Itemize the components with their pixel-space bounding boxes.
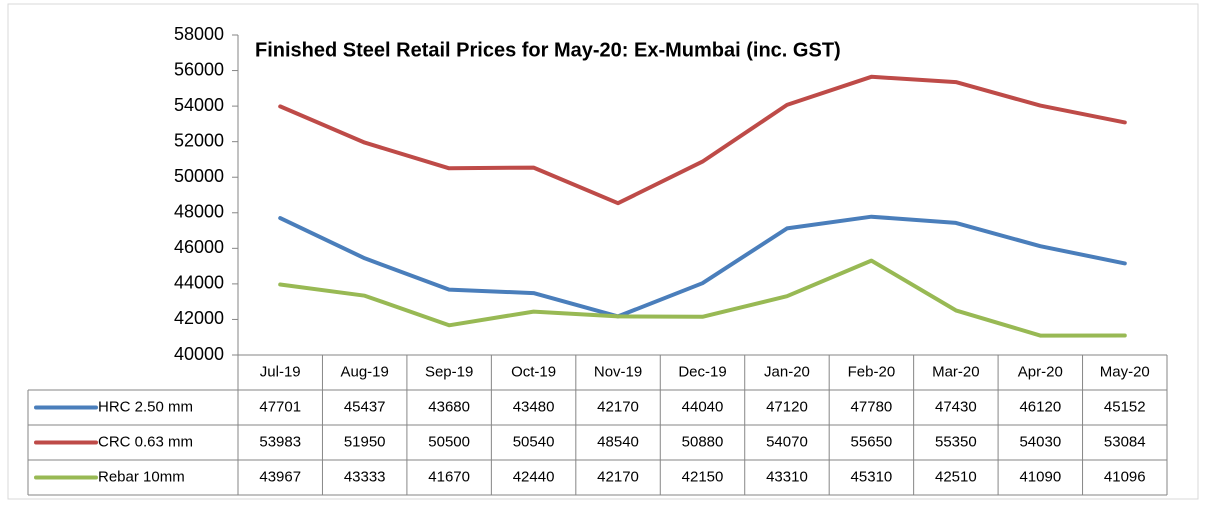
table-value: 55350 [935,433,977,450]
table-value: 45310 [851,468,893,485]
table-value: 47780 [851,398,893,415]
table-value: 53983 [259,433,301,450]
table-value: 54070 [766,433,808,450]
y-tick-label: 46000 [174,237,224,257]
chart-border [7,3,1199,500]
table-value: 45152 [1104,398,1146,415]
table-value: 43310 [766,468,808,485]
y-tick-label: 54000 [174,95,224,115]
x-tick-label: Feb-20 [848,363,896,380]
table-value: 54030 [1019,433,1061,450]
y-tick-label: 40000 [174,344,224,364]
table-value: 47430 [935,398,977,415]
x-tick-label: Apr-20 [1018,363,1063,380]
x-tick-label: Oct-19 [511,363,556,380]
x-tick-label: Sep-19 [425,363,473,380]
x-tick-label: Aug-19 [340,363,388,380]
table-value: 50880 [682,433,724,450]
table-value: 41096 [1104,468,1146,485]
table-value: 41090 [1019,468,1061,485]
table-value: 43480 [513,398,555,415]
legend-label: HRC 2.50 mm [98,398,193,415]
legend-label: Rebar 10mm [98,468,185,485]
y-tick-label: 48000 [174,202,224,222]
table-value: 55650 [851,433,893,450]
table-value: 42170 [597,468,639,485]
x-tick-label: Jul-19 [260,363,301,380]
table-value: 42510 [935,468,977,485]
table-value: 42440 [513,468,555,485]
table-value: 47701 [259,398,301,415]
table-value: 48540 [597,433,639,450]
table-value: 47120 [766,398,808,415]
y-tick-label: 52000 [174,130,224,150]
table-value: 50540 [513,433,555,450]
table-value: 51950 [344,433,386,450]
table-value: 41670 [428,468,470,485]
legend-label: CRC 0.63 mm [98,433,193,450]
x-tick-label: May-20 [1100,363,1150,380]
y-tick-label: 42000 [174,308,224,328]
table-value: 43967 [259,468,301,485]
table-value: 53084 [1104,433,1146,450]
series-line [278,258,1127,338]
y-tick-label: 58000 [174,24,224,44]
table-value: 50500 [428,433,470,450]
table-value: 44040 [682,398,724,415]
y-tick-label: 50000 [174,166,224,186]
table-value: 43333 [344,468,386,485]
table-value: 46120 [1019,398,1061,415]
chart-title: Finished Steel Retail Prices for May-20:… [255,39,841,61]
x-tick-label: Nov-19 [594,363,642,380]
table-value: 42170 [597,398,639,415]
x-tick-label: Jan-20 [764,363,810,380]
y-tick-label: 44000 [174,273,224,293]
y-tick-label: 56000 [174,59,224,79]
series-line [278,74,1127,206]
x-tick-label: Dec-19 [678,363,726,380]
table-value: 45437 [344,398,386,415]
x-tick-label: Mar-20 [932,363,980,380]
series-line [278,214,1127,319]
table-value: 42150 [682,468,724,485]
table-value: 43680 [428,398,470,415]
